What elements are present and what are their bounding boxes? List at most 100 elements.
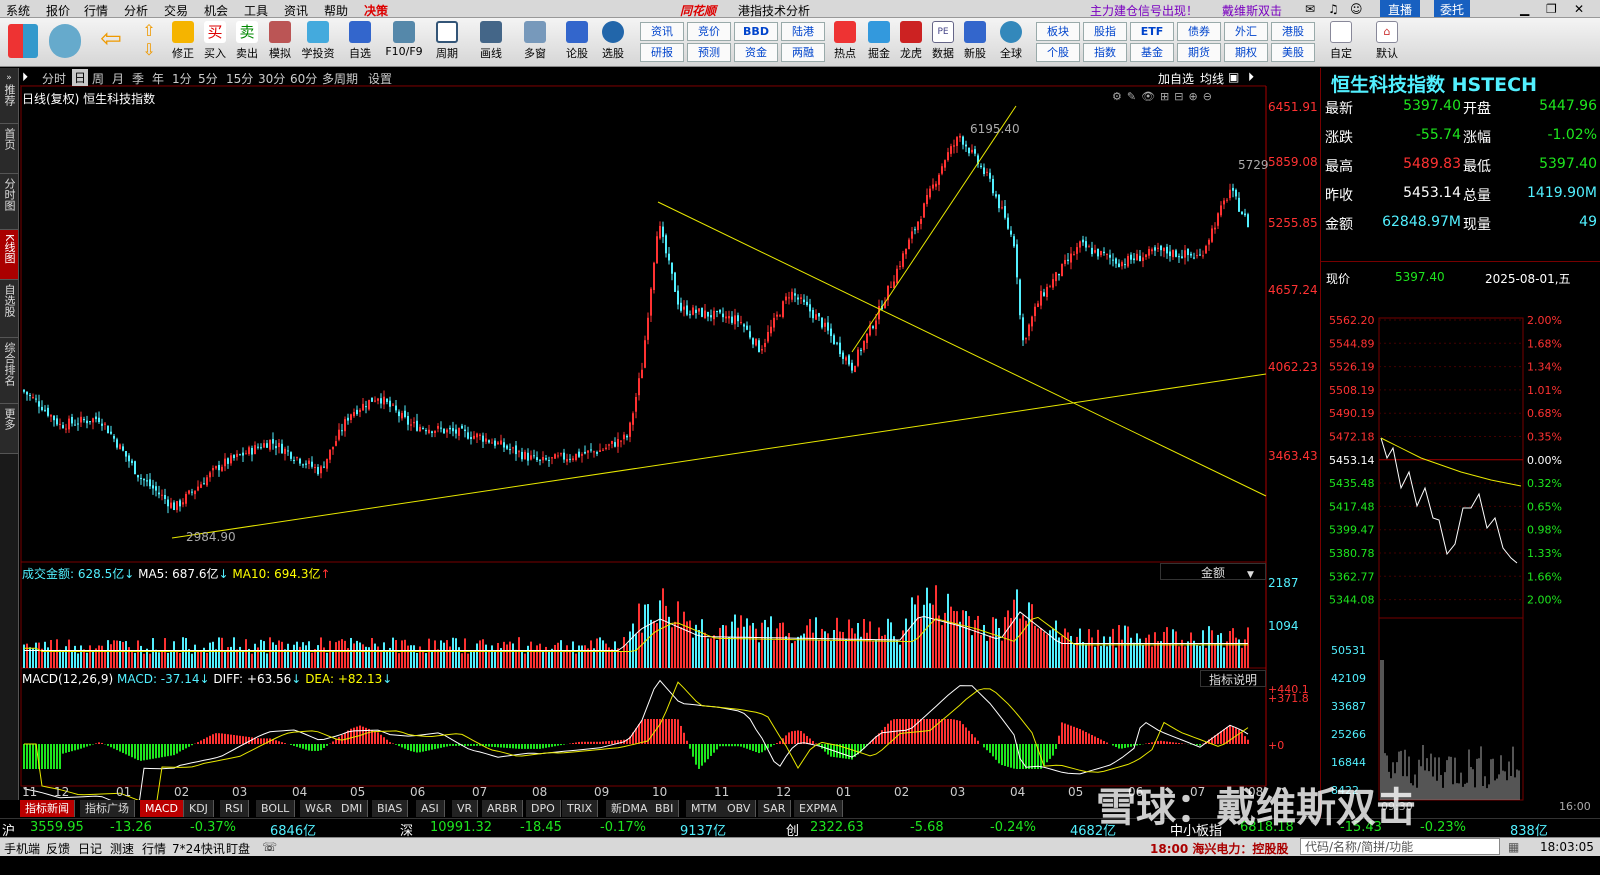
toolbar-fix[interactable]: 修正 bbox=[166, 21, 200, 65]
index-amount[interactable]: 4682亿 bbox=[1070, 824, 1117, 839]
sidebar-tab-home[interactable]: 首页 bbox=[0, 124, 18, 174]
quick-index-futures[interactable]: 股指 bbox=[1083, 22, 1127, 41]
toolbar-dig[interactable]: 掘金 bbox=[862, 21, 896, 65]
indicator-tab[interactable]: OBV bbox=[722, 800, 757, 817]
toolbar-screener[interactable]: 选股 bbox=[596, 21, 630, 65]
index-change[interactable]: -5.68 bbox=[910, 820, 944, 835]
live-button[interactable]: 直播 bbox=[1380, 0, 1421, 17]
indicator-help-button[interactable]: 指标说明 bbox=[1200, 670, 1266, 687]
status-diary[interactable]: 日记 bbox=[78, 842, 103, 856]
volume-selector[interactable]: 金额 ▼ bbox=[1160, 563, 1266, 580]
menu-analysis[interactable]: 分析 bbox=[124, 4, 149, 18]
period-week[interactable]: 周 bbox=[92, 72, 105, 86]
sidebar-tab-timeshare[interactable]: 分时图 bbox=[0, 174, 18, 230]
grid-view-button[interactable] bbox=[6, 24, 40, 68]
toolbar-buy[interactable]: 买买入 bbox=[198, 21, 232, 65]
search-input[interactable]: 代码/名称/简拼/功能 bbox=[1300, 838, 1500, 855]
toolbar-learn[interactable]: 学投资 bbox=[298, 21, 338, 65]
index-value[interactable]: 6818.18 bbox=[1240, 820, 1294, 835]
period-settings[interactable]: 设置 bbox=[368, 72, 393, 86]
index-value[interactable]: 10991.32 bbox=[430, 820, 493, 835]
toolbar-ipo[interactable]: 新股 bbox=[958, 21, 992, 65]
menu-opportunity[interactable]: 机会 bbox=[204, 4, 229, 18]
index-name[interactable]: 深 bbox=[400, 824, 414, 839]
quick-options[interactable]: 期权 bbox=[1224, 43, 1268, 62]
indicator-tab[interactable]: BOLL bbox=[256, 800, 296, 817]
toolbar-period[interactable]: 周期 bbox=[430, 21, 464, 65]
status-mobile[interactable]: 手机端 bbox=[4, 842, 41, 856]
keyboard-icon[interactable]: ▦ bbox=[1508, 840, 1520, 854]
uptrend-line[interactable] bbox=[851, 105, 1017, 353]
indicator-tab[interactable]: MTM bbox=[686, 800, 723, 817]
indicator-tab[interactable]: EXPMA bbox=[794, 800, 844, 817]
intraday-chart[interactable]: 5562.20 2.00% 5544.89 1.68% 5526.19 1.34% 5508… bbox=[1321, 308, 1600, 818]
quick-futures[interactable]: 期货 bbox=[1177, 43, 1221, 62]
indicator-tab[interactable]: KDJ bbox=[184, 800, 214, 817]
quick-news[interactable]: 资讯 bbox=[640, 22, 684, 41]
toolbar-hotspot[interactable]: 热点 bbox=[828, 21, 862, 65]
status-flash[interactable]: 7*24快讯 bbox=[172, 842, 225, 856]
quick-fund[interactable]: 基金 bbox=[1130, 43, 1174, 62]
news-ticker[interactable]: 18:00 海兴电力：控股股 bbox=[1150, 842, 1289, 856]
indicator-tab[interactable]: BBI bbox=[650, 800, 680, 817]
toolbar-sell[interactable]: 卖卖出 bbox=[230, 21, 264, 65]
window-icon[interactable]: ▣ bbox=[1228, 70, 1240, 84]
quick-auction[interactable]: 竞价 bbox=[687, 22, 731, 41]
index-pct[interactable]: -0.17% bbox=[600, 820, 646, 835]
toolbar-draw[interactable]: 画线 bbox=[474, 21, 508, 65]
menu-trade[interactable]: 交易 bbox=[164, 4, 189, 18]
index-name[interactable]: 创 bbox=[786, 824, 800, 839]
period-year[interactable]: 年 bbox=[152, 72, 165, 86]
toolbar-f10[interactable]: F10/F9 bbox=[383, 21, 425, 65]
quick-sector[interactable]: 板块 bbox=[1036, 22, 1080, 41]
alert-text-2[interactable]: 戴维斯双击 bbox=[1222, 4, 1283, 18]
add-watchlist-button[interactable]: 加自选 bbox=[1158, 72, 1195, 86]
sidebar-tab-ranking[interactable]: 综合排名 bbox=[0, 338, 18, 404]
menu-tools[interactable]: 工具 bbox=[244, 4, 269, 18]
toolbar-data[interactable]: PE 数据 bbox=[926, 21, 960, 65]
status-speedtest[interactable]: 测速 bbox=[110, 842, 135, 856]
indicator-tab[interactable]: ARBR bbox=[482, 800, 524, 817]
menu-quote[interactable]: 报价 bbox=[46, 4, 71, 18]
arrow-up-icon[interactable]: ⇧ bbox=[142, 21, 156, 40]
bell-icon[interactable]: ♫ bbox=[1328, 2, 1339, 16]
menu-market[interactable]: 行情 bbox=[84, 4, 109, 18]
quick-hk-connect[interactable]: 陆港 bbox=[781, 22, 825, 41]
period-month[interactable]: 月 bbox=[112, 72, 125, 86]
index-name[interactable]: 沪 bbox=[2, 824, 16, 839]
period-30min[interactable]: 30分 bbox=[258, 72, 286, 86]
indicator-tab[interactable]: SAR bbox=[758, 800, 792, 817]
quick-margin[interactable]: 两融 bbox=[781, 43, 825, 62]
index-change[interactable]: -15.43 bbox=[1340, 820, 1382, 835]
indicator-tab[interactable]: VR bbox=[452, 800, 479, 817]
menu-decision[interactable]: 决策 bbox=[364, 4, 389, 18]
indicator-tab[interactable]: RSI bbox=[220, 800, 249, 817]
toolbar-watchlist[interactable]: 自选 bbox=[343, 21, 377, 65]
index-change[interactable]: -18.45 bbox=[520, 820, 562, 835]
expand-icon[interactable]: ⏵ bbox=[1248, 70, 1255, 84]
quick-stock[interactable]: 个股 bbox=[1036, 43, 1080, 62]
menu-info[interactable]: 资讯 bbox=[284, 4, 309, 18]
period-timeshare[interactable]: 分时 bbox=[42, 72, 67, 86]
index-value[interactable]: 2322.63 bbox=[810, 820, 864, 835]
indicator-tab[interactable]: TRIX bbox=[562, 800, 599, 817]
up-down-buttons[interactable]: ⇧ ⇩ bbox=[136, 21, 162, 65]
menu-help[interactable]: 帮助 bbox=[324, 4, 349, 18]
indicator-tab[interactable]: 新DMA bbox=[606, 800, 654, 817]
indicator-tab[interactable]: ASI bbox=[416, 800, 445, 817]
order-button[interactable]: 委托 bbox=[1434, 0, 1471, 17]
quick-forex[interactable]: 外汇 bbox=[1224, 22, 1268, 41]
period-5min[interactable]: 5分 bbox=[198, 72, 218, 86]
support-trendline[interactable] bbox=[171, 373, 1267, 539]
status-watch[interactable]: 盯盘 bbox=[226, 842, 251, 856]
alert-text[interactable]: 主力建仓信号出现！ bbox=[1090, 4, 1199, 18]
index-name[interactable]: 中小板指 bbox=[1170, 824, 1223, 839]
sidebar-tab-watchlist[interactable]: 自选股 bbox=[0, 280, 18, 338]
quick-bonds[interactable]: 债券 bbox=[1177, 22, 1221, 41]
ma-button[interactable]: 均线 bbox=[1200, 72, 1225, 86]
quick-forecast[interactable]: 预测 bbox=[687, 43, 731, 62]
index-pct[interactable]: -0.23% bbox=[1420, 820, 1466, 835]
quick-research[interactable]: 研报 bbox=[640, 43, 684, 62]
index-amount[interactable]: 9137亿 bbox=[680, 824, 727, 839]
chat-icon[interactable]: ☏ bbox=[262, 840, 278, 854]
